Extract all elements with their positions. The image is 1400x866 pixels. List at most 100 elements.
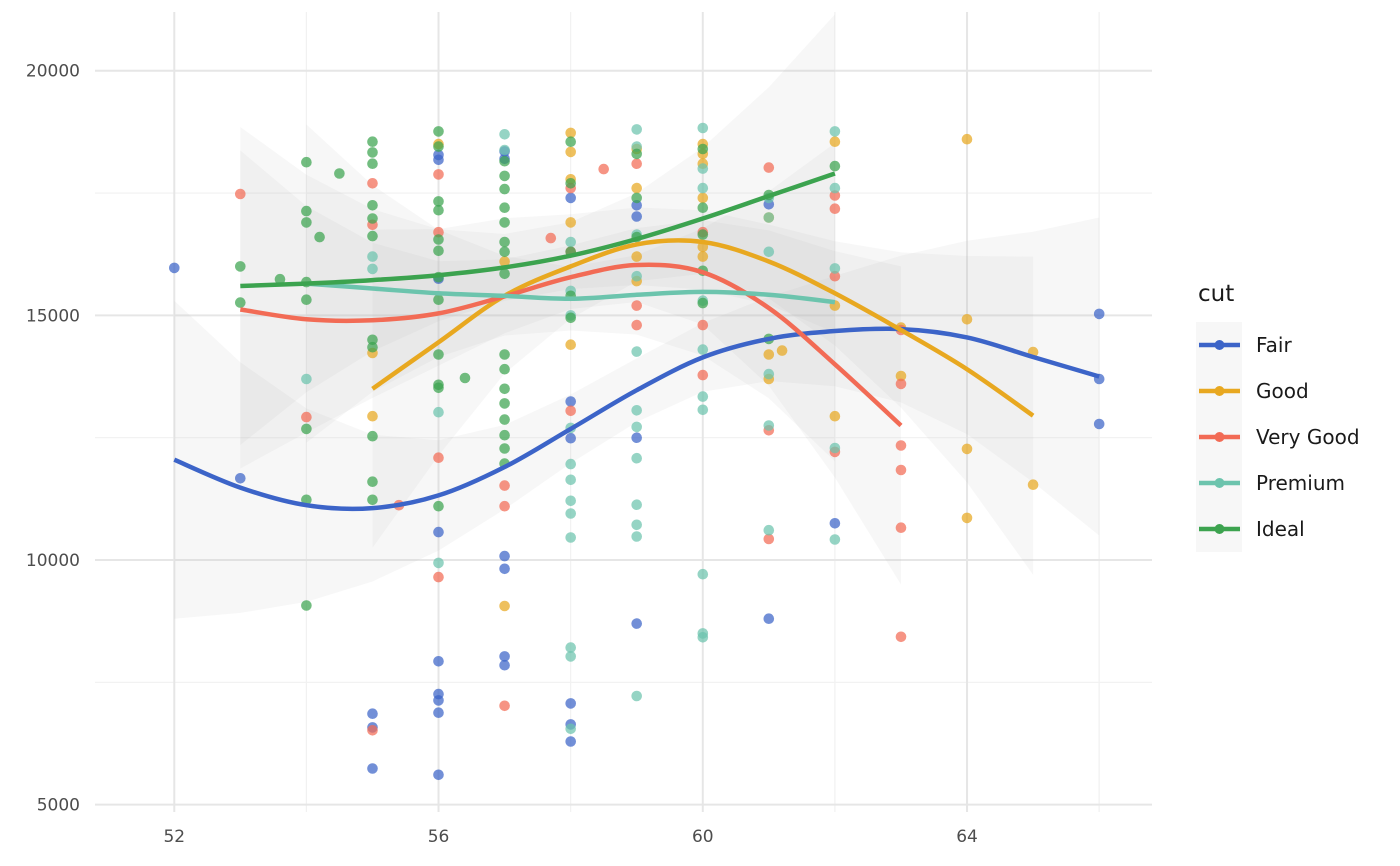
data-point bbox=[301, 411, 312, 423]
data-point bbox=[631, 182, 642, 194]
data-point bbox=[433, 196, 444, 207]
data-point bbox=[829, 263, 841, 274]
data-point bbox=[697, 143, 709, 155]
data-point bbox=[499, 129, 510, 140]
data-point bbox=[829, 270, 841, 282]
data-point bbox=[367, 230, 378, 242]
data-point bbox=[895, 631, 907, 643]
data-point bbox=[631, 690, 642, 702]
legend-label: Ideal bbox=[1256, 517, 1305, 541]
data-point bbox=[433, 500, 444, 512]
legend-label: Very Good bbox=[1256, 425, 1360, 449]
data-point bbox=[565, 458, 576, 470]
data-point bbox=[499, 429, 510, 441]
data-point bbox=[301, 217, 312, 228]
data-point bbox=[499, 170, 510, 182]
confidence-band bbox=[240, 14, 835, 446]
y-tick-label: 20000 bbox=[26, 62, 80, 82]
smooth-line bbox=[306, 281, 836, 305]
data-point bbox=[697, 229, 709, 240]
data-point bbox=[433, 557, 444, 569]
data-point bbox=[433, 695, 444, 706]
data-point bbox=[433, 204, 444, 216]
data-point bbox=[433, 526, 444, 538]
data-point bbox=[697, 568, 709, 580]
data-point bbox=[367, 494, 378, 506]
confidence-band bbox=[240, 150, 902, 585]
data-point bbox=[697, 344, 709, 355]
data-point bbox=[433, 769, 444, 781]
x-tick-label: 56 bbox=[428, 827, 450, 847]
legend: cut Fair Good Very Good Premium Ideal bbox=[1196, 281, 1360, 552]
data-point bbox=[829, 203, 841, 214]
data-point bbox=[367, 200, 378, 211]
legend-items: Fair Good Very Good Premium Ideal bbox=[1199, 333, 1360, 541]
data-point bbox=[697, 251, 709, 262]
data-point bbox=[697, 369, 709, 381]
legend-title: cut bbox=[1198, 281, 1234, 307]
data-point bbox=[367, 708, 378, 719]
data-point bbox=[1093, 308, 1105, 320]
data-point bbox=[433, 406, 444, 418]
legend-key-point bbox=[1214, 478, 1225, 488]
data-point bbox=[499, 256, 510, 267]
data-point bbox=[499, 236, 510, 248]
data-point bbox=[763, 613, 775, 624]
data-point bbox=[499, 500, 510, 512]
data-point bbox=[697, 163, 709, 174]
y-axis-ticks: 5000 10000 15000 20000 bbox=[26, 62, 80, 816]
data-point bbox=[499, 183, 510, 195]
data-point bbox=[961, 133, 973, 145]
data-point bbox=[499, 217, 510, 228]
data-point bbox=[565, 146, 576, 158]
data-point bbox=[763, 524, 775, 536]
data-point bbox=[301, 205, 312, 217]
data-point bbox=[301, 294, 312, 306]
data-point bbox=[499, 700, 510, 712]
data-point bbox=[631, 405, 642, 416]
data-point bbox=[367, 725, 378, 736]
data-point bbox=[631, 148, 642, 160]
data-points bbox=[169, 122, 1105, 781]
data-point bbox=[459, 372, 471, 384]
data-point bbox=[895, 440, 907, 451]
data-point bbox=[367, 763, 378, 774]
data-point bbox=[169, 262, 180, 274]
data-point bbox=[631, 432, 642, 444]
x-tick-label: 52 bbox=[163, 827, 185, 847]
data-point bbox=[367, 158, 378, 169]
data-point bbox=[961, 314, 973, 325]
data-point bbox=[1027, 479, 1039, 491]
data-point bbox=[829, 126, 841, 137]
data-point bbox=[565, 495, 576, 507]
data-point bbox=[565, 532, 576, 543]
smooth-line bbox=[240, 171, 836, 289]
data-point bbox=[499, 155, 510, 167]
data-point bbox=[763, 212, 775, 223]
data-point bbox=[301, 600, 312, 611]
data-point bbox=[763, 533, 775, 545]
data-point bbox=[895, 370, 907, 382]
data-point bbox=[1093, 418, 1105, 430]
data-point bbox=[697, 391, 709, 402]
x-axis-ticks: 52 56 60 64 bbox=[163, 827, 977, 847]
data-point bbox=[829, 534, 841, 545]
data-point bbox=[631, 452, 642, 464]
data-point bbox=[433, 141, 444, 152]
data-point bbox=[631, 251, 642, 262]
data-point bbox=[499, 268, 510, 280]
data-point bbox=[961, 443, 973, 455]
data-point bbox=[433, 707, 444, 718]
data-point bbox=[829, 410, 841, 422]
data-point bbox=[499, 246, 510, 258]
data-point bbox=[499, 550, 510, 562]
data-point bbox=[499, 480, 510, 491]
data-point bbox=[697, 319, 709, 331]
data-point bbox=[565, 698, 576, 709]
data-point bbox=[763, 349, 775, 360]
data-point bbox=[961, 512, 973, 524]
data-point bbox=[433, 452, 444, 464]
data-point bbox=[334, 168, 345, 179]
data-point bbox=[763, 420, 775, 431]
data-point bbox=[697, 404, 709, 416]
